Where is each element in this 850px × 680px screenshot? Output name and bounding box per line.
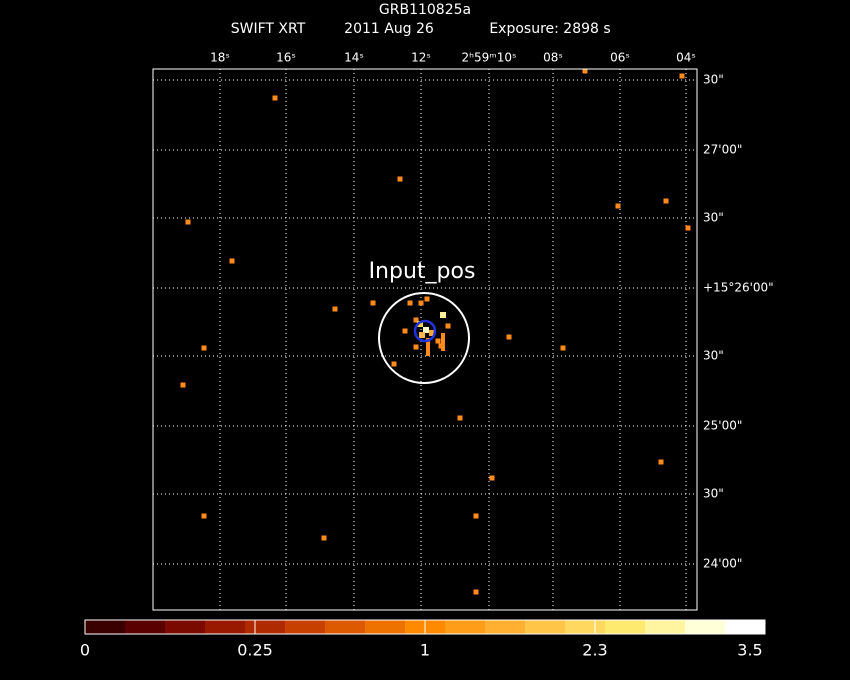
photon xyxy=(506,334,512,340)
photon-bright xyxy=(419,332,425,338)
photon-streak xyxy=(441,333,445,351)
photon xyxy=(370,300,376,306)
photon xyxy=(685,225,691,231)
colorbar-segment xyxy=(685,620,726,634)
right-axis-label: +15°26'00" xyxy=(703,281,774,295)
top-axis-label: 2ʰ59ᵐ10ˢ xyxy=(462,51,517,65)
region-label: Input_pos xyxy=(369,259,476,284)
colorbar-segment xyxy=(325,620,366,634)
right-axis-label: 27'00" xyxy=(703,143,742,157)
photon-bright xyxy=(440,312,446,318)
photon xyxy=(560,345,566,351)
photon xyxy=(424,296,430,302)
right-axis-label: 30" xyxy=(703,73,724,87)
photon xyxy=(445,323,451,329)
photon xyxy=(272,95,278,101)
colorbar-segment xyxy=(645,620,686,634)
frame xyxy=(152,68,698,611)
position-circle xyxy=(413,319,437,343)
top-axis-label: 06ˢ xyxy=(610,51,630,65)
colorbar-label: 3.5 xyxy=(737,641,762,660)
colorbar-label: 0 xyxy=(80,641,90,660)
photon xyxy=(615,203,621,209)
photon-bright xyxy=(429,330,435,336)
photon xyxy=(229,258,235,264)
top-axis-label: 12ˢ xyxy=(411,51,431,65)
colorbar-segment xyxy=(445,620,486,634)
right-axis-label: 24'00" xyxy=(703,557,742,571)
colorbar-segment xyxy=(565,620,606,634)
photon xyxy=(332,306,338,312)
photon xyxy=(489,475,495,481)
photon xyxy=(582,68,588,74)
photon xyxy=(397,176,403,182)
colorbar-label: 2.3 xyxy=(582,641,607,660)
photon xyxy=(180,382,186,388)
colorbar-segment xyxy=(125,620,166,634)
colorbar-segment xyxy=(285,620,326,634)
right-axis-label: 25'00" xyxy=(703,419,742,433)
photon xyxy=(407,300,413,306)
photon xyxy=(435,338,441,344)
instrument: SWIFT XRT xyxy=(231,21,306,37)
colorbar-segment xyxy=(605,620,646,634)
photon xyxy=(201,345,207,351)
date: 2011 Aug 26 xyxy=(344,21,434,37)
photon xyxy=(185,219,191,225)
photon xyxy=(413,344,419,350)
colorbar-segment xyxy=(205,620,246,634)
photon xyxy=(663,198,669,204)
photon-streak xyxy=(426,338,430,356)
right-axis-label: 30" xyxy=(703,349,724,363)
photon xyxy=(418,300,424,306)
colorbar-segment xyxy=(365,620,406,634)
photon xyxy=(473,589,479,595)
photon xyxy=(413,317,419,323)
photon xyxy=(473,513,479,519)
top-axis-label: 04ˢ xyxy=(676,51,696,65)
top-axis-label: 16ˢ xyxy=(276,51,296,65)
colorbar-segment xyxy=(525,620,566,634)
colorbar-label: 0.25 xyxy=(237,641,273,660)
colorbar-label: 1 xyxy=(420,641,430,660)
photon xyxy=(658,459,664,465)
error-circle xyxy=(378,292,470,384)
top-axis-label: 14ˢ xyxy=(344,51,364,65)
exposure: Exposure: 2898 s xyxy=(489,21,610,37)
title: GRB110825a xyxy=(379,2,471,18)
photon-bright xyxy=(417,321,423,327)
right-axis-label: 30" xyxy=(703,487,724,501)
photon xyxy=(391,361,397,367)
colorbar-segment xyxy=(485,620,526,634)
photon xyxy=(402,328,408,334)
grid xyxy=(153,69,697,610)
photon xyxy=(679,73,685,79)
photon xyxy=(201,513,207,519)
photons xyxy=(180,68,691,595)
photon xyxy=(457,415,463,421)
photon-bright xyxy=(423,327,429,333)
top-axis-label: 08ˢ xyxy=(543,51,563,65)
colorbar-segment xyxy=(725,620,766,634)
right-axis-label: 30" xyxy=(703,211,724,225)
colorbar-segment xyxy=(245,620,286,634)
colorbar-segment xyxy=(85,620,126,634)
photon xyxy=(321,535,327,541)
colorbar: 0 0.25 1 2.3 3.5 xyxy=(80,619,766,660)
colorbar-segment xyxy=(165,620,206,634)
top-axis-label: 18ˢ xyxy=(210,51,230,65)
